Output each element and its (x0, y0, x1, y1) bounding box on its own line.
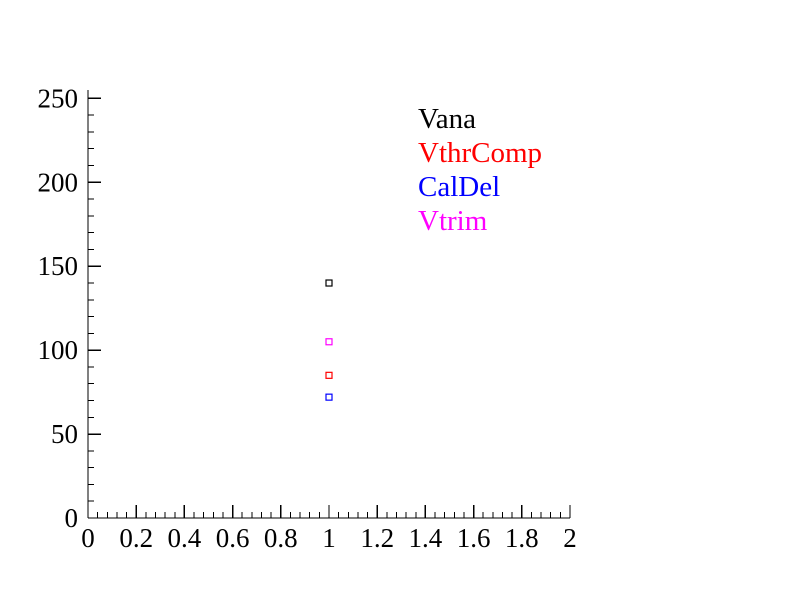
data-point-vthrcomp (325, 371, 333, 379)
svg-text:1.4: 1.4 (409, 523, 443, 553)
legend: Vana VthrComp CalDel Vtrim (418, 102, 542, 238)
svg-text:1.6: 1.6 (457, 523, 491, 553)
legend-entry-vana: Vana (418, 103, 476, 135)
legend-entry-vthrcomp: VthrComp (418, 137, 543, 169)
svg-text:250: 250 (38, 83, 79, 113)
svg-text:100: 100 (38, 335, 79, 365)
svg-text:1: 1 (322, 523, 336, 553)
svg-text:200: 200 (38, 167, 79, 197)
legend-entry-caldel: CalDel (418, 171, 501, 203)
svg-text:0.6: 0.6 (216, 523, 250, 553)
legend-entry-vtrim: Vtrim (418, 205, 488, 237)
svg-text:50: 50 (51, 419, 78, 449)
svg-text:0.4: 0.4 (168, 523, 202, 553)
svg-text:150: 150 (38, 251, 79, 281)
svg-text:0.8: 0.8 (264, 523, 298, 553)
data-point-caldel (325, 393, 333, 401)
data-point-vana (325, 279, 333, 287)
svg-text:0.2: 0.2 (119, 523, 153, 553)
data-point-vtrim (325, 338, 333, 346)
svg-text:1.2: 1.2 (360, 523, 394, 553)
svg-text:0: 0 (81, 523, 95, 553)
svg-text:0: 0 (65, 503, 79, 533)
svg-text:1.8: 1.8 (505, 523, 539, 553)
svg-text:2: 2 (563, 523, 577, 553)
